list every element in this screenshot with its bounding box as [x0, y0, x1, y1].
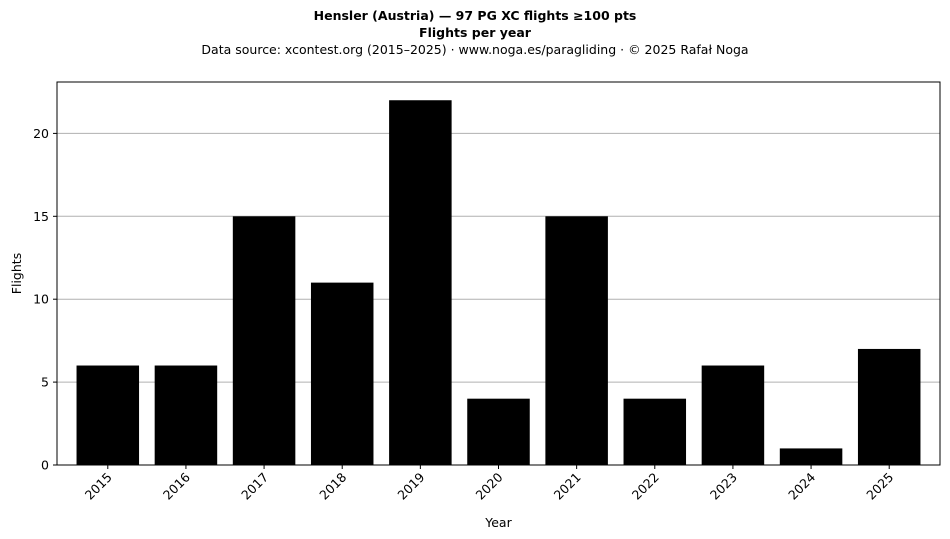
y-axis-label: Flights	[9, 253, 24, 294]
chart-title: Hensler (Austria) — 97 PG XC flights ≥10…	[313, 8, 637, 23]
x-tick-label: 2020	[473, 469, 506, 502]
x-tick-label: 2018	[316, 469, 349, 502]
x-tick-label: 2016	[160, 469, 193, 502]
bar-2015	[76, 365, 140, 465]
bars	[76, 100, 921, 465]
chart-title-block: Hensler (Austria) — 97 PG XC flights ≥10…	[0, 8, 950, 58]
bar-2025	[857, 348, 921, 465]
y-tick-label: 5	[41, 375, 49, 390]
x-tick-label: 2021	[551, 470, 584, 503]
y-tick-label: 10	[33, 292, 49, 307]
bar-2018	[310, 282, 374, 465]
x-tick-label: 2022	[629, 470, 662, 503]
bar-2022	[623, 398, 687, 465]
x-tick-label: 2019	[394, 469, 427, 502]
x-axis-label: Year	[484, 515, 512, 530]
x-axis: 2015 2016 2017 2018 2019 2020 2021 2022 2023 2024…	[82, 465, 896, 503]
bar-2021	[545, 216, 608, 465]
y-axis: 0 5 10 15 20	[33, 126, 57, 473]
bar-2019	[389, 100, 452, 465]
chart-source-note: Data source: xcontest.org (2015–2025) · …	[201, 42, 749, 57]
x-tick-label: 2023	[707, 470, 740, 503]
x-tick-label: 2017	[238, 470, 271, 503]
bar-2017	[232, 216, 296, 465]
y-tick-label: 0	[41, 458, 49, 473]
y-tick-label: 20	[33, 126, 49, 141]
x-tick-label: 2025	[863, 470, 896, 503]
bar-2016	[154, 365, 218, 465]
bar-2023	[701, 365, 765, 465]
y-tick-label: 15	[33, 209, 49, 224]
chart-subtitle: Flights per year	[419, 25, 531, 40]
x-tick-label: 2024	[785, 469, 818, 502]
bar-2020	[467, 398, 530, 465]
x-tick-label: 2015	[82, 470, 115, 503]
bar-2024	[779, 448, 843, 465]
